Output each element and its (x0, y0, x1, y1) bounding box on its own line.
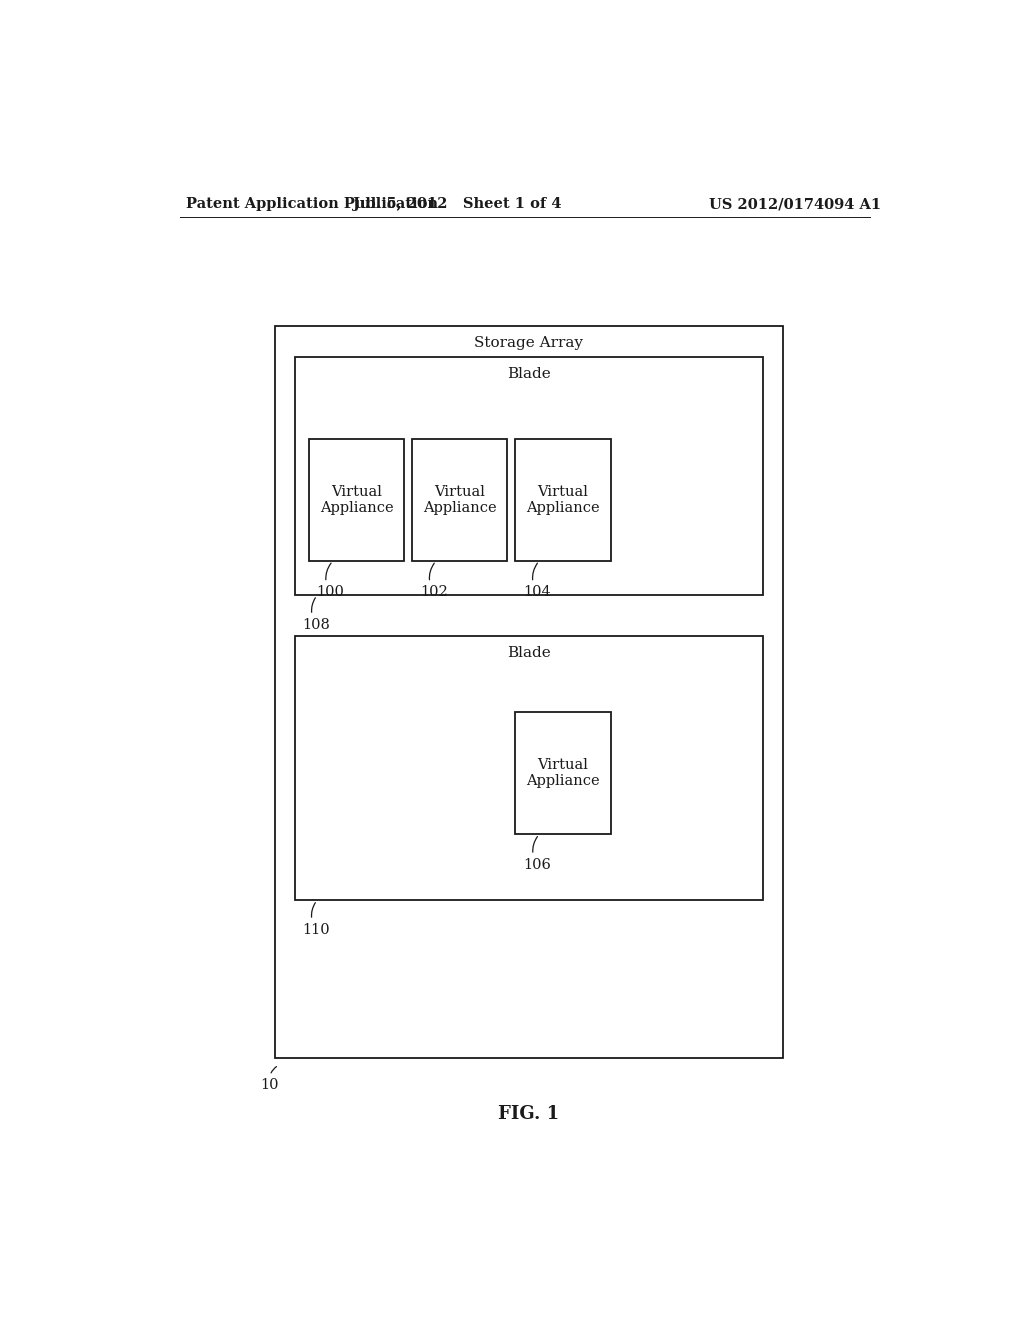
Bar (295, 356, 763, 595)
Text: 106: 106 (523, 837, 551, 871)
Text: 104: 104 (523, 564, 551, 599)
Text: Patent Application Publication: Patent Application Publication (186, 197, 438, 211)
Bar (274, 326, 782, 1057)
Text: 108: 108 (303, 598, 331, 632)
Text: 100: 100 (316, 564, 344, 599)
Text: US 2012/0174094 A1: US 2012/0174094 A1 (709, 197, 881, 211)
Text: Virtual
Appliance: Virtual Appliance (526, 484, 600, 515)
Text: Blade: Blade (507, 647, 551, 660)
Text: Blade: Blade (507, 367, 551, 380)
Text: 10: 10 (260, 1067, 279, 1092)
Text: Virtual
Appliance: Virtual Appliance (423, 484, 497, 515)
Bar (295, 636, 763, 900)
Bar (515, 713, 610, 834)
Bar (515, 440, 610, 561)
Text: 102: 102 (420, 564, 447, 599)
Text: Jul. 5, 2012   Sheet 1 of 4: Jul. 5, 2012 Sheet 1 of 4 (353, 197, 561, 211)
Text: Virtual
Appliance: Virtual Appliance (319, 484, 393, 515)
Text: Storage Array: Storage Array (474, 337, 584, 350)
Text: FIG. 1: FIG. 1 (499, 1105, 559, 1123)
Text: Virtual
Appliance: Virtual Appliance (526, 758, 600, 788)
Bar (412, 440, 507, 561)
Text: 110: 110 (303, 903, 330, 937)
Bar (309, 440, 404, 561)
